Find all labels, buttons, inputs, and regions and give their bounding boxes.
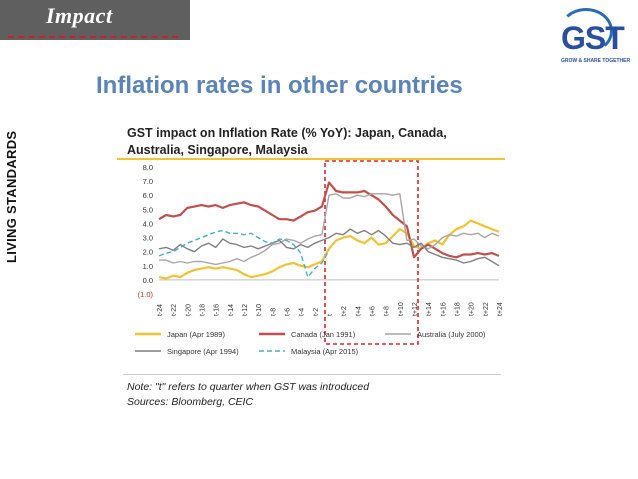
legend-label-canada: Canada (Jan 1991) <box>291 330 356 339</box>
section-title: Impact <box>46 3 113 28</box>
y-tick-label: 2.0 <box>143 248 153 257</box>
x-tick-label: t-16 <box>214 304 221 316</box>
x-tick-label: t-20 <box>185 304 192 316</box>
chart-title: GST impact on Inflation Rate (% YoY): Ja… <box>127 126 447 157</box>
legend-label-japan: Japan (Apr 1989) <box>167 330 225 339</box>
logo-tagline: GROW & SHARE TOGETHER <box>561 58 631 64</box>
slide-title: Inflation rates in other countries <box>96 72 463 99</box>
gst-logo: GST GROW & SHARE TOGETHER <box>555 8 633 68</box>
logo-ring-icon <box>559 8 613 54</box>
y-tick-label: 6.0 <box>143 191 153 200</box>
x-tick-label: t+4 <box>355 306 362 316</box>
chart-note-sources: Sources: Bloomberg, CEIC <box>127 396 254 408</box>
sidebar-vertical-label: LIVING STANDARDS <box>4 88 30 263</box>
x-tick-label: t-10 <box>256 304 263 316</box>
y-tick-label: 4.0 <box>143 219 153 228</box>
y-tick-label: 1.0 <box>143 262 153 271</box>
chart-note-definition: Note: "t" refers to quarter when GST was… <box>127 381 370 393</box>
x-tick-label: t+6 <box>370 306 377 316</box>
y-tick-label: 0.0 <box>143 276 153 285</box>
series-line-japan <box>158 219 500 280</box>
series-line-australia <box>159 193 500 266</box>
x-tick-label: t+22 <box>483 302 490 316</box>
x-tick-label: t-2 <box>313 308 320 316</box>
x-tick-label: t+8 <box>384 306 391 316</box>
y-tick-label: 3.0 <box>143 234 153 243</box>
chart-title-underline <box>117 158 505 160</box>
x-tick-label: t+10 <box>398 302 405 316</box>
legend-label-australia: Australia (July 2000) <box>417 330 486 339</box>
x-tick-label: t-14 <box>228 304 235 316</box>
section-header-bar: Impact <box>0 0 190 40</box>
x-tick-label: t-8 <box>270 308 277 316</box>
notes-divider <box>123 374 501 375</box>
chart-plot-area: 8.0 7.0 6.0 5.0 4.0 3.0 2.0 1.0 0.0 (1.0)t-24 t-22… <box>135 160 504 356</box>
inflation-chart: GST impact on Inflation Rate (% YoY): Ja… <box>117 122 507 418</box>
y-tick-label: 7.0 <box>143 177 153 186</box>
x-tick-label: t-12 <box>242 304 249 316</box>
series-line-malaysia <box>158 229 330 278</box>
x-tick-label: t-18 <box>200 304 207 316</box>
x-tick-label: t+18 <box>455 302 462 316</box>
legend-label-singapore: Singapore (Apr 1994) <box>167 347 239 356</box>
y-tick-label: (1.0) <box>138 290 154 299</box>
living-standards-label: LIVING STANDARDS <box>4 130 19 263</box>
legend-label-malaysia: Malaysia (Apr 2015) <box>291 347 359 356</box>
x-tick-label: t+12 <box>412 302 419 316</box>
x-tick-label: t-6 <box>285 308 292 316</box>
series-line-canada <box>158 181 500 259</box>
x-tick-label: t+20 <box>469 302 476 316</box>
x-tick-label: t+24 <box>497 302 504 316</box>
y-tick-label: 5.0 <box>143 205 153 214</box>
x-tick-label: t+16 <box>440 302 447 316</box>
y-tick-label: 8.0 <box>143 163 153 172</box>
x-tick-label: t-4 <box>299 308 306 316</box>
logo-text: GST <box>561 20 625 56</box>
x-tick-label: t+14 <box>426 302 433 316</box>
series-line-singapore <box>158 228 500 267</box>
x-tick-label: t-24 <box>157 304 164 316</box>
x-tick-label: t+2 <box>341 306 348 316</box>
x-tick-label: t <box>327 314 334 316</box>
header-dashed-divider <box>8 36 178 38</box>
chart-notes: Note: "t" refers to quarter when GST was… <box>127 380 369 410</box>
x-tick-label: t-22 <box>171 304 178 316</box>
